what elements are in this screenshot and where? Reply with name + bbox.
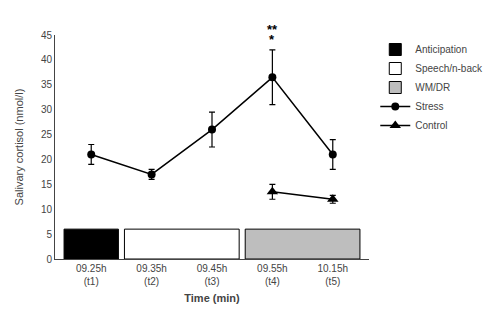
svg-text:*: * — [269, 32, 275, 47]
svg-text:09.55h(t4): 09.55h(t4) — [257, 263, 288, 287]
svg-text:45: 45 — [41, 30, 53, 41]
svg-text:Anticipation: Anticipation — [415, 44, 467, 55]
svg-text:Speech/n-back: Speech/n-back — [415, 63, 483, 74]
svg-text:WM/DR: WM/DR — [415, 82, 450, 93]
svg-text:09.45h(t3): 09.45h(t3) — [197, 263, 228, 287]
svg-text:**: ** — [267, 22, 278, 37]
svg-text:09.35h(t2): 09.35h(t2) — [136, 263, 167, 287]
svg-text:35: 35 — [41, 79, 53, 90]
svg-text:Salivary cortisol (nmol/l): Salivary cortisol (nmol/l) — [13, 89, 25, 206]
svg-text:30: 30 — [41, 104, 53, 115]
svg-text:5: 5 — [46, 229, 52, 240]
svg-text:15: 15 — [41, 179, 53, 190]
svg-text:0: 0 — [46, 254, 52, 265]
svg-text:40: 40 — [41, 54, 53, 65]
svg-text:Stress: Stress — [415, 101, 443, 112]
svg-text:25: 25 — [41, 129, 53, 140]
svg-text:10: 10 — [41, 204, 53, 215]
svg-text:09.25h(t1): 09.25h(t1) — [76, 263, 107, 287]
svg-text:20: 20 — [41, 154, 53, 165]
svg-text:Control: Control — [415, 120, 447, 131]
svg-text:Time (min): Time (min) — [184, 292, 240, 304]
svg-text:10.15h(t5): 10.15h(t5) — [317, 263, 348, 287]
